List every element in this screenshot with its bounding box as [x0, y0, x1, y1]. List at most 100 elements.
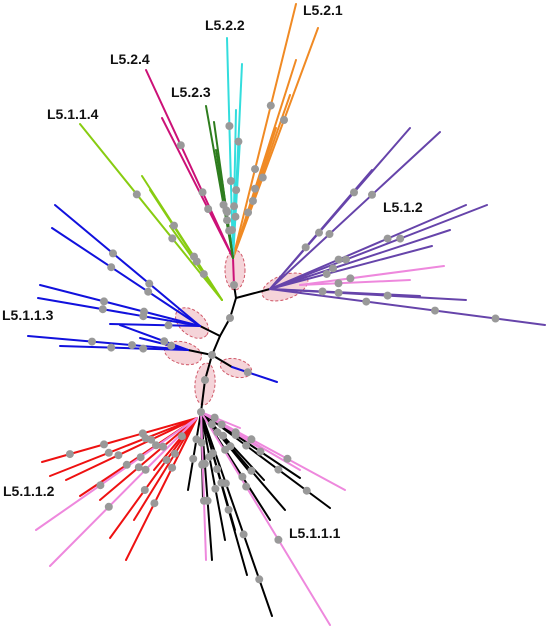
- clade-label-l524: L5.2.4: [110, 51, 150, 67]
- tree-node-75: [211, 484, 220, 493]
- branch-l524-21: [161, 117, 234, 259]
- tree-node-20: [204, 205, 213, 213]
- branch-l5112-76: [99, 417, 198, 501]
- branch-l5112-79: [133, 417, 198, 521]
- tree-node-64: [107, 343, 116, 352]
- highlight-ellipse-1: [261, 272, 309, 302]
- tree-branches: [27, 3, 546, 626]
- tree-node-45: [431, 306, 439, 315]
- tree-node-103: [210, 413, 219, 422]
- tree-node-93: [213, 428, 222, 437]
- branch-l5113-47: [27, 335, 189, 351]
- tree-node-95: [242, 482, 251, 491]
- branch-l524-20: [145, 69, 234, 259]
- tree-node-94: [207, 420, 216, 429]
- clade-label-l512: L5.1.2: [383, 199, 423, 215]
- tree-node-19: [176, 141, 185, 150]
- branch-l5113-51: [231, 366, 278, 383]
- tree-node-65: [160, 337, 169, 346]
- tree-node-63: [139, 344, 148, 353]
- branch-l5113-45: [37, 297, 201, 327]
- tree-node-102: [217, 420, 226, 429]
- branch-l5113-44: [39, 284, 201, 327]
- branch-l512-39: [269, 288, 421, 297]
- branch-l5112-80: [153, 417, 198, 471]
- tree-node-32: [199, 270, 208, 279]
- tree-node-30: [170, 221, 178, 230]
- branch-l512-36: [269, 245, 433, 290]
- tree-node-70: [197, 438, 206, 447]
- branch-l5111-55: [200, 411, 226, 541]
- tree-node-4: [197, 408, 205, 416]
- branch-l5112-73: [49, 417, 198, 477]
- tree-node-38: [334, 255, 343, 264]
- tree-node-36: [368, 190, 376, 199]
- tree-node-116: [140, 486, 149, 494]
- tree-node-2: [208, 351, 216, 359]
- branch-l524-10: [232, 257, 235, 286]
- tree-node-43: [322, 269, 331, 278]
- branch-l5112-74: [65, 417, 198, 481]
- tree-node-51: [334, 279, 343, 288]
- tree-node-117: [168, 463, 177, 472]
- tree-node-66: [167, 341, 176, 350]
- tree-node-23: [223, 216, 232, 225]
- branch-other-67: [200, 411, 207, 561]
- branch-l512-33: [269, 204, 467, 290]
- branch-other-81: [35, 417, 198, 531]
- tree-node-7: [258, 173, 267, 182]
- tree-node-39: [383, 234, 392, 243]
- branch-other-40: [299, 265, 445, 286]
- tree-node-37: [301, 243, 310, 252]
- tree-node-1: [226, 314, 234, 322]
- clade-label-l5113: L5.1.1.3: [2, 307, 54, 323]
- tree-node-48: [383, 291, 392, 300]
- tree-node-122: [96, 481, 105, 490]
- tree-node-46: [491, 314, 500, 323]
- clade-label-l5114: L5.1.1.4: [47, 106, 99, 122]
- clade-highlight-ellipses: [163, 249, 309, 406]
- branch-l5111-52: [187, 411, 202, 491]
- tree-node-110: [114, 451, 123, 460]
- tree-node-40: [341, 255, 350, 264]
- tree-node-34: [350, 188, 358, 197]
- branch-l5113-43: [51, 227, 201, 327]
- tree-node-52: [145, 279, 154, 288]
- clade-label-l5111: L5.1.1.1: [289, 525, 341, 541]
- tree-node-55: [107, 263, 116, 272]
- tree-node-44: [362, 297, 371, 306]
- branch-l512-37: [269, 288, 546, 326]
- branch-other-71: [200, 411, 241, 429]
- tree-node-26: [223, 208, 231, 216]
- tree-node-14: [232, 186, 241, 195]
- tree-node-58: [139, 312, 148, 321]
- tree-node-84: [238, 472, 247, 481]
- tree-node-33: [315, 228, 323, 237]
- tree-node-11: [244, 208, 253, 217]
- branch-l5112-78: [125, 417, 198, 561]
- tree-node-118: [150, 499, 159, 508]
- tree-node-124: [104, 502, 113, 511]
- branch-l512-35: [269, 229, 451, 290]
- tree-node-17: [231, 212, 240, 221]
- tree-node-119: [170, 449, 179, 458]
- branch-l5113-49: [119, 324, 189, 351]
- branch-l512-31: [269, 131, 441, 290]
- branch-l521-11: [232, 3, 297, 259]
- branch-other-82: [49, 417, 198, 567]
- tree-node-35: [325, 230, 334, 239]
- tree-node-42: [329, 264, 337, 273]
- tree-node-6: [266, 101, 275, 110]
- tree-node-96: [274, 535, 283, 544]
- tree-node-10: [248, 196, 257, 205]
- tree-node-27: [168, 234, 177, 243]
- branch-backbone-8: [187, 349, 213, 356]
- branch-l5113-42: [54, 204, 201, 327]
- tree-node-5: [251, 165, 260, 174]
- tree-node-49: [318, 287, 327, 296]
- tree-node-112: [122, 460, 131, 469]
- tree-node-115: [162, 456, 171, 464]
- tree-node-18: [198, 188, 207, 197]
- tree-node-78: [213, 465, 222, 474]
